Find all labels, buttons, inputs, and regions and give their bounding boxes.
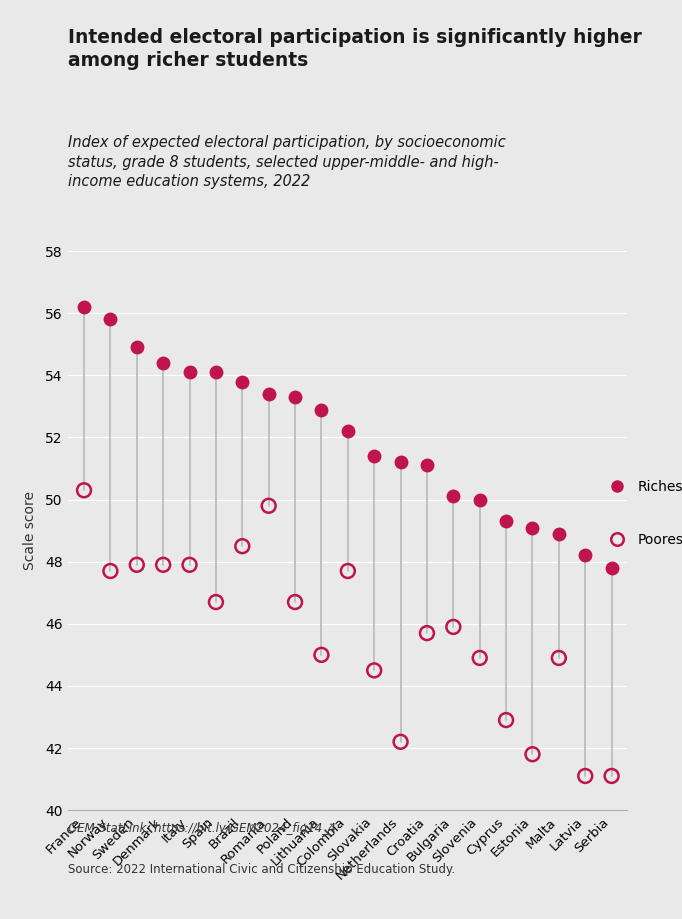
Point	[211, 595, 222, 609]
Point	[342, 424, 353, 438]
Point	[527, 520, 538, 535]
Point	[290, 595, 301, 609]
Point	[78, 482, 89, 497]
Point	[316, 403, 327, 417]
Point	[105, 563, 116, 578]
Point	[501, 514, 512, 528]
Point	[263, 387, 274, 402]
Point	[580, 548, 591, 562]
Point	[606, 768, 617, 783]
Point	[290, 390, 301, 404]
Text: Index of expected electoral participation, by socioeconomic
status, grade 8 stud: Index of expected electoral participatio…	[68, 135, 506, 189]
Point	[263, 498, 274, 513]
Point	[237, 374, 248, 389]
Point	[211, 365, 222, 380]
Point	[553, 527, 564, 541]
Point	[158, 356, 168, 370]
Point	[421, 458, 432, 472]
Point	[316, 648, 327, 663]
Text: Source: 2022 International Civic and Citizenship Education Study.: Source: 2022 International Civic and Cit…	[68, 863, 456, 876]
Text: Intended electoral participation is significantly higher
among richer students: Intended electoral participation is sign…	[68, 28, 642, 70]
Point	[132, 558, 143, 573]
Point	[342, 563, 353, 578]
Point	[395, 455, 406, 470]
Point	[606, 561, 617, 575]
Point	[580, 768, 591, 783]
Point	[421, 626, 432, 641]
Point	[105, 312, 116, 327]
Point	[501, 713, 512, 728]
Text: GEM StatLink: https://bit.ly/GEM2024_fig14_4: GEM StatLink: https://bit.ly/GEM2024_fig…	[68, 823, 336, 835]
Point	[474, 493, 485, 507]
Point	[184, 365, 195, 380]
Point	[448, 489, 459, 504]
Point	[527, 747, 538, 762]
Point	[369, 663, 380, 677]
Point	[448, 619, 459, 634]
Point	[553, 651, 564, 665]
Point	[474, 651, 485, 665]
Point	[158, 558, 168, 573]
Point	[132, 340, 143, 355]
Point	[369, 448, 380, 463]
Point	[395, 734, 406, 749]
Point	[237, 539, 248, 553]
Point	[184, 558, 195, 573]
Y-axis label: Scale score: Scale score	[23, 491, 37, 570]
Legend: Richest, Poorest: Richest, Poorest	[597, 475, 682, 552]
Point	[78, 300, 89, 314]
